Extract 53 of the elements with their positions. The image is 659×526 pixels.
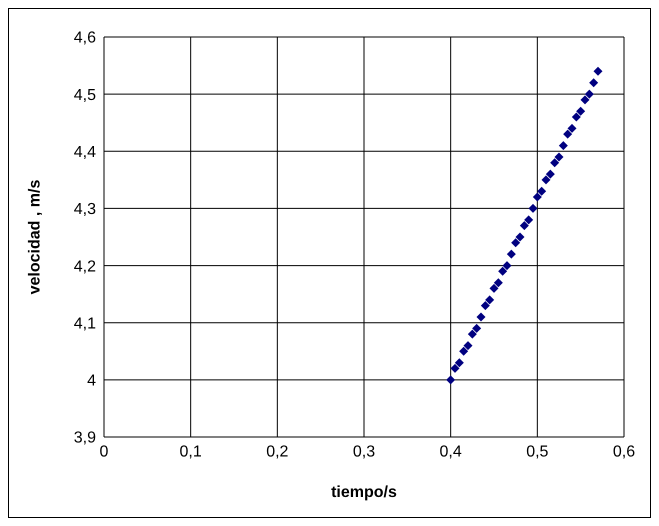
y-tick-label: 4 — [87, 372, 96, 390]
point — [584, 90, 594, 99]
y-tick-label: 4,6 — [74, 30, 96, 47]
point — [589, 78, 598, 88]
x-tick-label: 0,4 — [440, 443, 462, 460]
point — [485, 295, 494, 304]
point — [580, 95, 590, 104]
x-axis-title: tiempo/s — [331, 484, 397, 501]
point — [537, 186, 546, 196]
y-axis-title: velocidad , m/s — [26, 180, 44, 294]
point — [576, 106, 586, 116]
x-tick-label: 0,5 — [526, 443, 549, 460]
y-tick-label: 4,5 — [74, 86, 96, 104]
point — [511, 238, 520, 248]
x-tick-label: 0,1 — [180, 443, 202, 460]
point — [464, 341, 472, 350]
point — [454, 358, 464, 368]
point — [480, 301, 490, 310]
point — [520, 221, 529, 230]
point — [550, 158, 560, 168]
point — [446, 375, 456, 384]
point — [494, 278, 503, 288]
y-tick-label: 3,9 — [74, 430, 96, 447]
x-tick-label: 0,3 — [352, 443, 376, 460]
point — [472, 324, 482, 333]
point — [546, 170, 555, 179]
point — [506, 250, 516, 259]
point — [554, 152, 564, 162]
y-tick-label: 4,4 — [74, 144, 96, 161]
point — [498, 266, 508, 276]
y-tick-label: 4,1 — [74, 315, 96, 332]
point — [450, 364, 460, 373]
x-tick-label: 0,2 — [266, 443, 289, 460]
point — [563, 130, 572, 139]
point — [502, 261, 512, 270]
point — [532, 192, 542, 202]
y-tick-label: 4,2 — [74, 258, 96, 276]
point — [516, 232, 524, 242]
point — [568, 124, 576, 133]
point — [490, 284, 498, 293]
point — [476, 312, 486, 322]
point — [542, 175, 550, 184]
y-tick-label: 4,3 — [74, 201, 96, 218]
point — [558, 141, 568, 150]
point — [594, 66, 602, 76]
chart-frame: 0 0,1 0,2 0,3 0,4 0,5 0,6 tiempo/s 3,9 4 4,1 4,2 4,3 4,4 4,5 4,6 velocidad , m/s — [8, 8, 651, 518]
point — [468, 330, 477, 339]
point — [459, 346, 468, 356]
point — [572, 112, 581, 122]
x-tick-label: 0 — [100, 443, 109, 460]
point — [524, 215, 534, 224]
x-tick-label: 0,6 — [612, 443, 636, 460]
point — [528, 204, 538, 213]
